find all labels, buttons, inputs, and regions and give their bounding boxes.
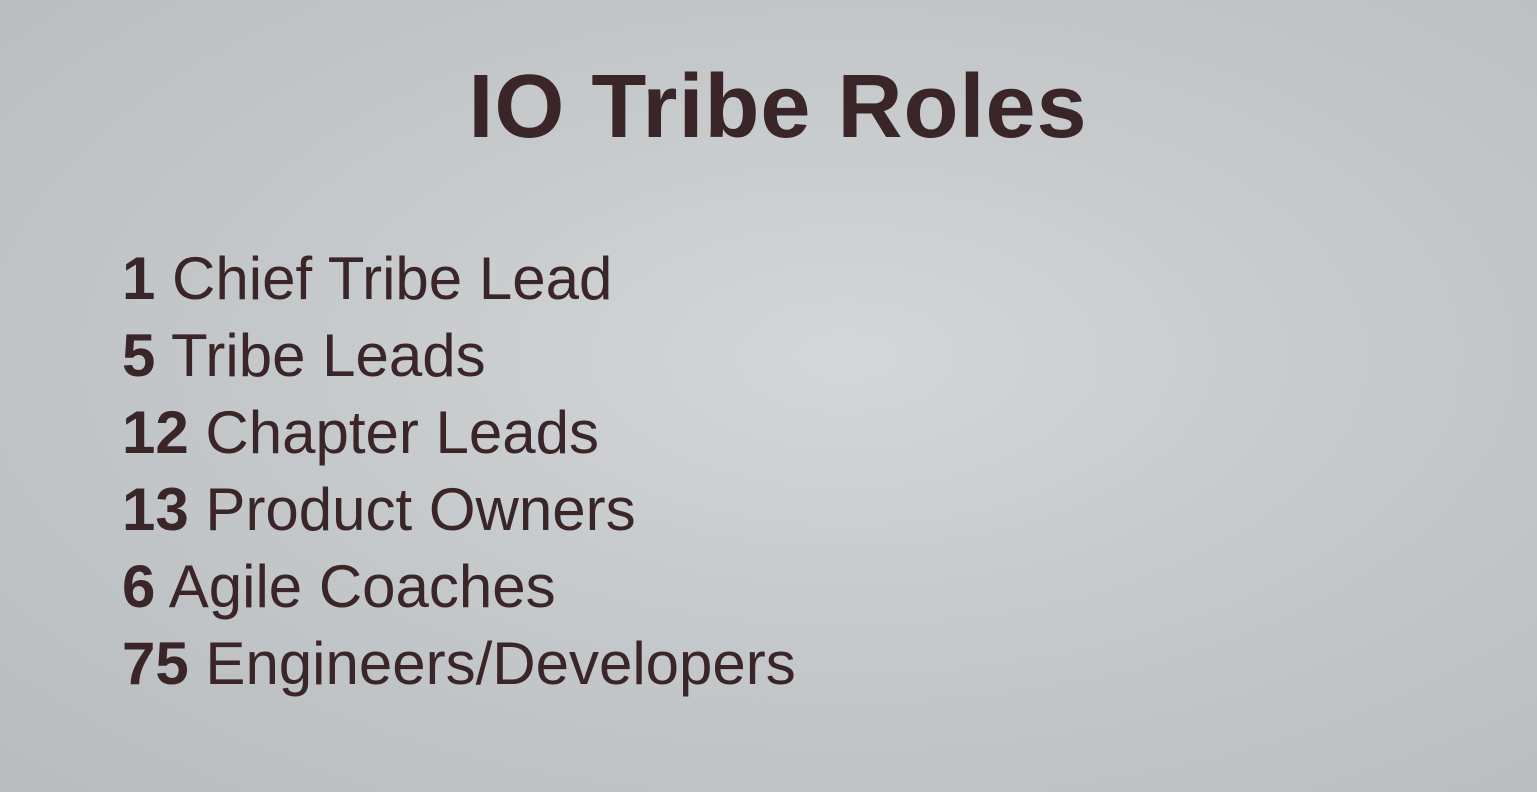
- role-count: 75: [122, 630, 189, 697]
- role-item-engineers-developers: 75 Engineers/Developers: [122, 625, 796, 702]
- role-label: Engineers/Developers: [205, 630, 796, 697]
- role-item-product-owners: 13 Product Owners: [122, 471, 796, 548]
- role-count: 5: [122, 322, 156, 389]
- role-label: Chapter Leads: [205, 399, 600, 466]
- role-count: 12: [122, 399, 189, 466]
- role-label: Product Owners: [205, 476, 636, 543]
- roles-list: 1 Chief Tribe Lead 5 Tribe Leads 12 Chap…: [122, 240, 796, 702]
- role-item-agile-coaches: 6 Agile Coaches: [122, 548, 796, 625]
- role-item-chapter-leads: 12 Chapter Leads: [122, 394, 796, 471]
- slide-title: IO Tribe Roles: [468, 57, 1088, 157]
- role-label: Tribe Leads: [170, 322, 486, 389]
- role-item-chief-tribe-lead: 1 Chief Tribe Lead: [122, 240, 796, 317]
- role-count: 6: [122, 553, 156, 620]
- role-label: Agile Coaches: [168, 553, 556, 620]
- role-count: 13: [122, 476, 189, 543]
- role-label: Chief Tribe Lead: [172, 245, 613, 312]
- role-count: 1: [122, 245, 156, 312]
- role-item-tribe-leads: 5 Tribe Leads: [122, 317, 796, 394]
